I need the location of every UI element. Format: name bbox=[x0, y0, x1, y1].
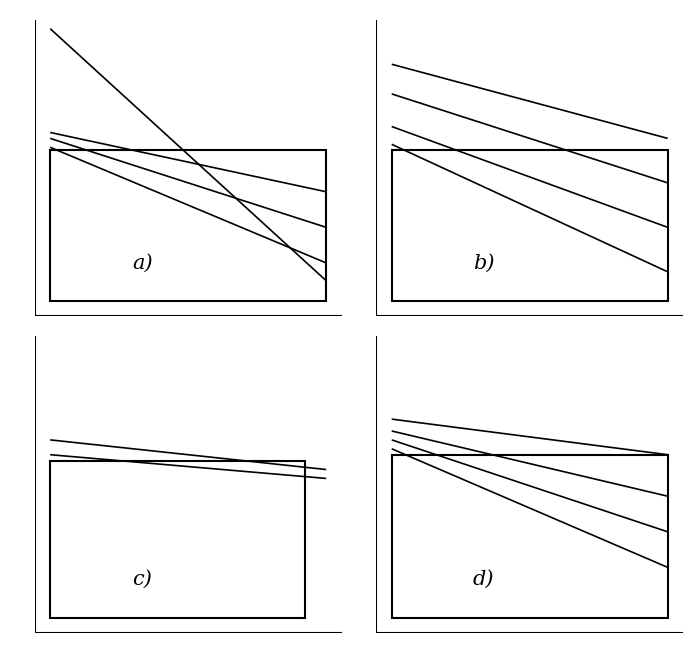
Bar bbox=[50, 150, 326, 302]
Bar bbox=[392, 150, 668, 302]
Text: c): c) bbox=[132, 570, 152, 588]
Bar bbox=[50, 461, 305, 618]
Text: a): a) bbox=[132, 254, 153, 272]
Bar bbox=[392, 455, 668, 618]
Text: d): d) bbox=[473, 570, 494, 588]
Text: b): b) bbox=[473, 254, 494, 272]
